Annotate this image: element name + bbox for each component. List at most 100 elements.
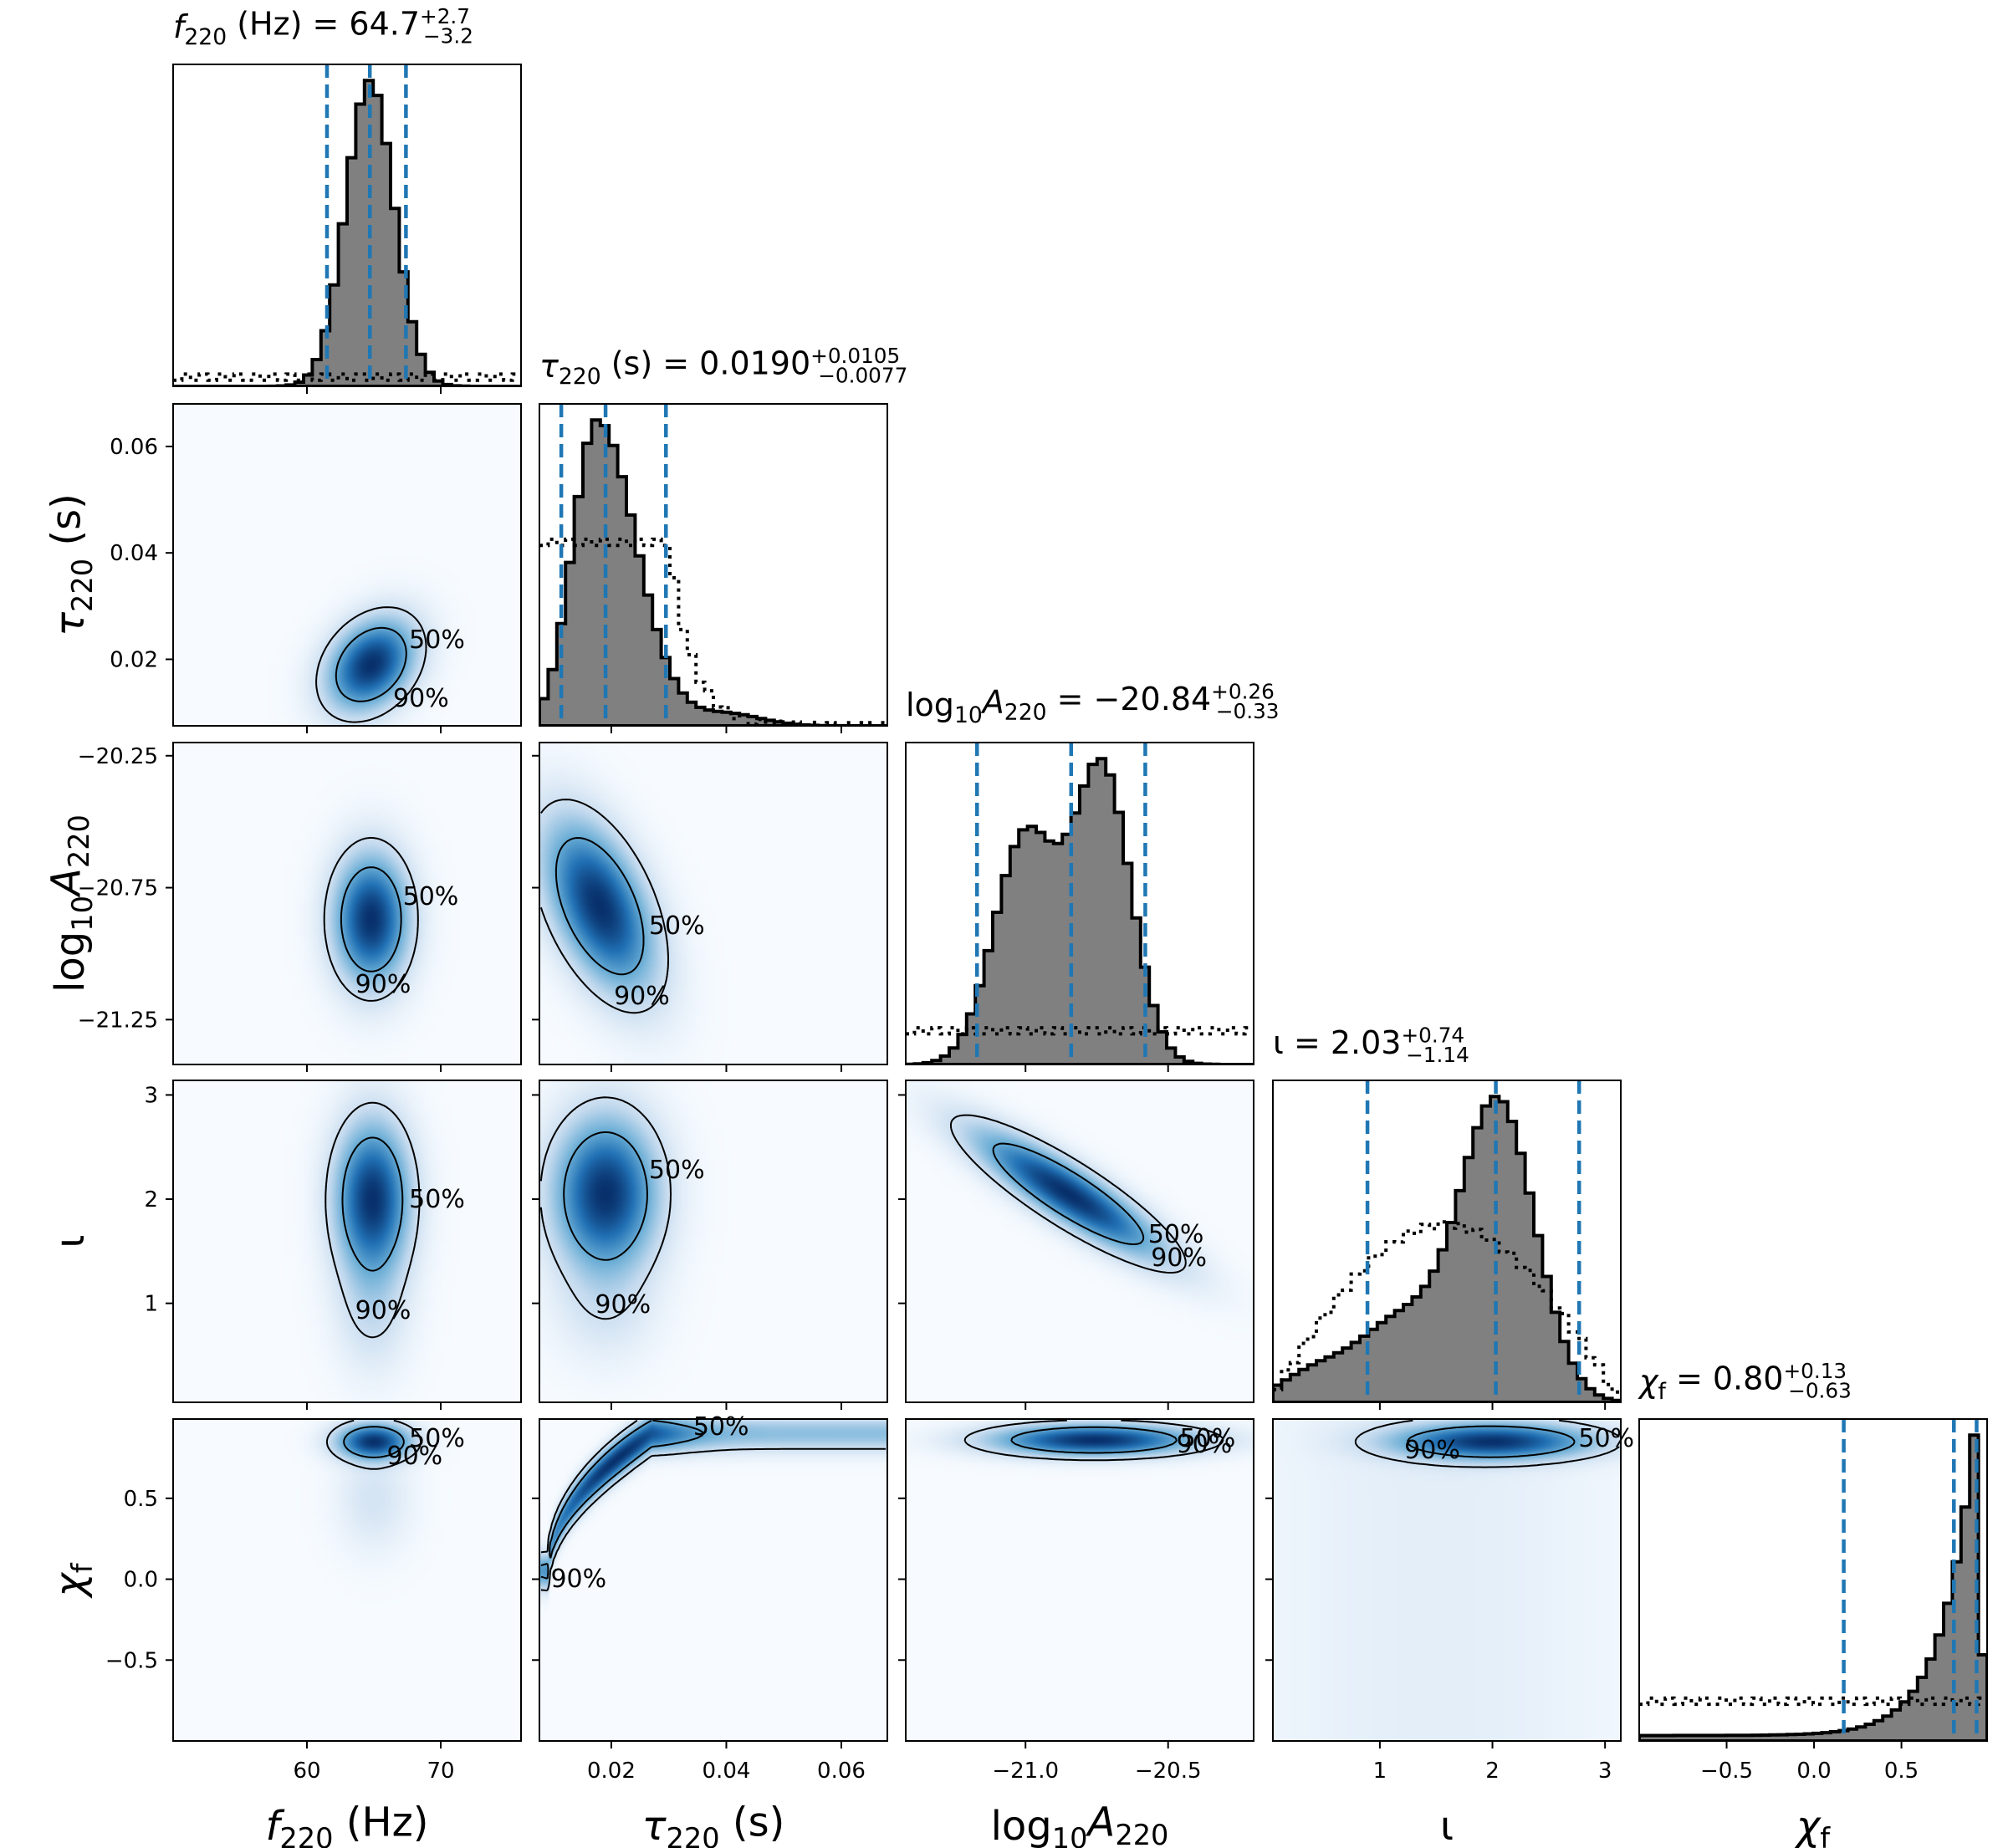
y-tick-label: −21.25 bbox=[78, 1008, 158, 1033]
contour-label-50: 50% bbox=[693, 1412, 749, 1442]
panel-logA220-vs-iota: 50%90% bbox=[898, 1080, 1254, 1410]
contour-50 bbox=[343, 1426, 405, 1458]
panel-f220-vs-chif: 50%90% bbox=[166, 1418, 522, 1748]
prior-histogram bbox=[539, 537, 887, 726]
x-axis-label-f220: f220 (Hz) bbox=[266, 1800, 429, 1848]
contour-90 bbox=[539, 799, 669, 1014]
density-map bbox=[173, 1419, 521, 1741]
panel-tau220-vs-logA220: 50% 90% bbox=[532, 742, 888, 1072]
contour-90 bbox=[323, 836, 419, 1002]
prior-histogram bbox=[1639, 1696, 1987, 1707]
panel-tau220 bbox=[539, 403, 888, 733]
y-tick-label: 0.06 bbox=[110, 435, 158, 460]
panel-frame bbox=[905, 1080, 1254, 1403]
x-axis-label-chif: χf bbox=[1794, 1803, 1831, 1848]
x-tick-label: 0.02 bbox=[587, 1759, 636, 1784]
y-tick-label: 0.5 bbox=[124, 1487, 158, 1512]
contour-50 bbox=[1010, 1426, 1178, 1454]
density-map bbox=[906, 1080, 1254, 1402]
y-tick-label: 2 bbox=[144, 1187, 158, 1212]
y-tick-label: 3 bbox=[144, 1083, 158, 1108]
density-map bbox=[906, 1419, 1254, 1741]
panel-frame bbox=[1272, 1080, 1622, 1403]
contour-90 bbox=[949, 1114, 1187, 1274]
x-tick-label: 1 bbox=[1373, 1759, 1387, 1784]
density-map bbox=[1273, 1419, 1621, 1741]
x-tick-label: −0.5 bbox=[1700, 1759, 1753, 1784]
panel-tau220-vs-iota: 50% 90% bbox=[532, 1080, 888, 1410]
contour-label-90: 90% bbox=[614, 982, 670, 1011]
panel-frame bbox=[905, 742, 1254, 1065]
x-tick-label: 0.04 bbox=[703, 1759, 751, 1784]
contour-50 bbox=[335, 626, 407, 702]
x-tick-label: 60 bbox=[293, 1759, 320, 1784]
panel-frame bbox=[539, 403, 888, 727]
panel-frame bbox=[172, 742, 522, 1065]
y-tick-label: −20.75 bbox=[78, 876, 158, 901]
panel-logA220 bbox=[905, 742, 1254, 1072]
contour-50 bbox=[554, 837, 645, 976]
contour-50 bbox=[992, 1142, 1145, 1245]
y-tick-label: 0.02 bbox=[110, 647, 158, 672]
x-tick-label: 70 bbox=[427, 1759, 454, 1784]
panel-f220-vs-tau220: 50% 90% bbox=[166, 403, 522, 733]
y-axis-label-chif: χf bbox=[47, 1562, 99, 1599]
panel-f220-vs-logA220: 50% 90% bbox=[166, 742, 522, 1072]
panel-chif bbox=[1638, 1418, 1988, 1748]
contour-50 bbox=[1406, 1425, 1576, 1458]
contour-label-50: 50% bbox=[649, 1156, 705, 1185]
title-logA220: log10A220 = −20.84+0.26 −0.33 bbox=[906, 680, 1279, 728]
contour-label-50: 50% bbox=[1180, 1424, 1236, 1453]
posterior-histogram bbox=[1273, 1095, 1621, 1402]
density-map bbox=[539, 743, 887, 1064]
title-tau220: τ220 (s) = 0.0190+0.0105 −0.0077 bbox=[539, 344, 907, 390]
contour-label-50: 50% bbox=[403, 882, 459, 911]
x-axis-label-iota: ι bbox=[1440, 1803, 1454, 1848]
x-tick-label: 0.06 bbox=[817, 1759, 866, 1784]
x-tick-label: −20.5 bbox=[1135, 1759, 1202, 1784]
contour-90 bbox=[324, 1101, 421, 1339]
posterior-histogram bbox=[1639, 1433, 1987, 1741]
x-tick-label: −21.0 bbox=[992, 1759, 1059, 1784]
y-tick-label: 0.0 bbox=[124, 1568, 158, 1593]
contour-50 bbox=[540, 1419, 704, 1580]
contour-50 bbox=[563, 1131, 648, 1261]
density-map bbox=[173, 404, 521, 726]
x-axis-label-tau220: τ220 (s) bbox=[642, 1800, 785, 1848]
y-axis-label-iota: ι bbox=[47, 1234, 94, 1248]
x-tick-label: 3 bbox=[1598, 1759, 1612, 1784]
title-iota: ι = 2.03+0.74 −1.14 bbox=[1273, 1023, 1469, 1066]
density-map bbox=[173, 743, 521, 1064]
contour-90 bbox=[963, 1419, 1224, 1462]
y-axis-label-logA220: log10A220 bbox=[43, 814, 99, 993]
density-map bbox=[539, 1419, 887, 1741]
panel-f220 bbox=[172, 64, 522, 394]
contour-label-90: 90% bbox=[355, 970, 411, 999]
contour-label-90: 90% bbox=[393, 684, 449, 713]
y-axis-label-tau220: τ220 (s) bbox=[43, 493, 99, 636]
contour-label-90: 90% bbox=[1151, 1243, 1207, 1273]
contour-label-50: 50% bbox=[409, 1424, 465, 1453]
contour-label-50: 50% bbox=[409, 1185, 465, 1214]
contour-90 bbox=[539, 1096, 672, 1320]
panel-frame bbox=[1638, 1418, 1988, 1742]
y-tick-label: 0.04 bbox=[110, 541, 158, 566]
posterior-histogram bbox=[539, 418, 887, 726]
contour-90 bbox=[540, 1419, 887, 1592]
density-map bbox=[173, 1080, 521, 1402]
y-tick-label: −20.25 bbox=[78, 744, 158, 769]
contour-label-90: 90% bbox=[386, 1442, 442, 1471]
posterior-histogram bbox=[173, 79, 521, 386]
posterior-histogram bbox=[906, 757, 1254, 1064]
contour-label-50: 50% bbox=[1148, 1220, 1204, 1249]
contour-label-50: 50% bbox=[649, 911, 705, 941]
contour-90 bbox=[315, 606, 427, 723]
contour-label-50: 50% bbox=[1578, 1424, 1634, 1453]
panel-iota-vs-chif: 50% 90% bbox=[1265, 1418, 1634, 1748]
panel-frame bbox=[172, 64, 522, 387]
panel-frame bbox=[172, 1080, 522, 1403]
prior-histogram bbox=[906, 1026, 1254, 1036]
y-tick-label: 1 bbox=[144, 1292, 158, 1317]
contour-label-50: 50% bbox=[409, 625, 465, 655]
